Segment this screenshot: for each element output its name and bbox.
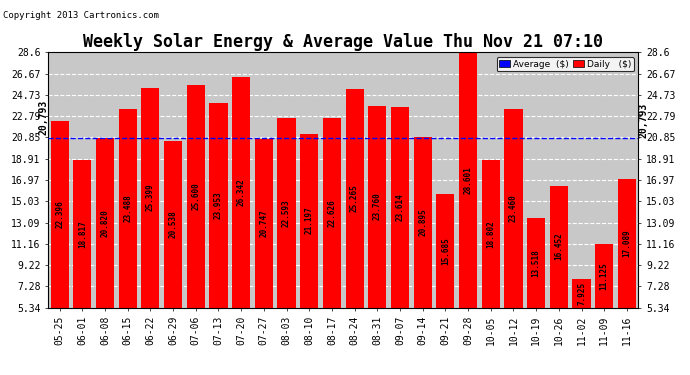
Bar: [527, 218, 545, 366]
Text: 23.760: 23.760: [373, 193, 382, 220]
Text: 16.452: 16.452: [554, 233, 563, 261]
Title: Weekly Solar Energy & Average Value Thu Nov 21 07:10: Weekly Solar Energy & Average Value Thu …: [83, 33, 603, 51]
Text: 11.125: 11.125: [600, 262, 609, 290]
Bar: [595, 244, 613, 366]
Bar: [141, 88, 159, 366]
Text: 23.460: 23.460: [509, 194, 518, 222]
Bar: [255, 139, 273, 366]
Bar: [368, 105, 386, 366]
Bar: [550, 186, 568, 366]
Text: 22.396: 22.396: [55, 200, 64, 228]
Bar: [232, 77, 250, 366]
Bar: [300, 134, 318, 366]
Text: 22.593: 22.593: [282, 199, 291, 227]
Bar: [323, 118, 341, 366]
Bar: [96, 138, 114, 366]
Text: 23.614: 23.614: [395, 194, 404, 221]
Text: 20,793: 20,793: [638, 103, 648, 138]
Text: 23.953: 23.953: [214, 192, 223, 219]
Bar: [482, 160, 500, 366]
Bar: [209, 104, 228, 366]
Bar: [391, 107, 409, 366]
Bar: [413, 137, 432, 366]
Text: 18.817: 18.817: [78, 220, 87, 248]
Text: 25.399: 25.399: [146, 184, 155, 211]
Text: 17.089: 17.089: [622, 229, 631, 257]
Bar: [346, 89, 364, 366]
Bar: [504, 109, 522, 366]
Text: 25.265: 25.265: [350, 184, 359, 212]
Text: 28.601: 28.601: [464, 166, 473, 194]
Bar: [187, 86, 205, 366]
Text: 18.802: 18.802: [486, 220, 495, 248]
Text: 25.600: 25.600: [191, 183, 200, 210]
Bar: [277, 118, 295, 366]
Text: 20.747: 20.747: [259, 209, 268, 237]
Bar: [164, 141, 182, 366]
Text: 26.342: 26.342: [237, 178, 246, 206]
Text: 20.820: 20.820: [101, 209, 110, 237]
Bar: [119, 108, 137, 366]
Text: 20,793: 20,793: [39, 99, 48, 135]
Text: 22.626: 22.626: [328, 199, 337, 226]
Text: 15.685: 15.685: [441, 237, 450, 265]
Bar: [573, 279, 591, 366]
Text: 20.895: 20.895: [418, 209, 427, 236]
Bar: [73, 160, 91, 366]
Legend: Average  ($), Daily   ($): Average ($), Daily ($): [497, 57, 633, 71]
Text: 20.538: 20.538: [168, 210, 177, 238]
Bar: [459, 53, 477, 366]
Text: 23.488: 23.488: [124, 194, 132, 222]
Bar: [436, 194, 455, 366]
Text: 21.197: 21.197: [305, 207, 314, 234]
Bar: [618, 179, 636, 366]
Text: Copyright 2013 Cartronics.com: Copyright 2013 Cartronics.com: [3, 11, 159, 20]
Text: 7.925: 7.925: [577, 282, 586, 305]
Text: 13.518: 13.518: [531, 249, 541, 276]
Bar: [50, 120, 69, 366]
